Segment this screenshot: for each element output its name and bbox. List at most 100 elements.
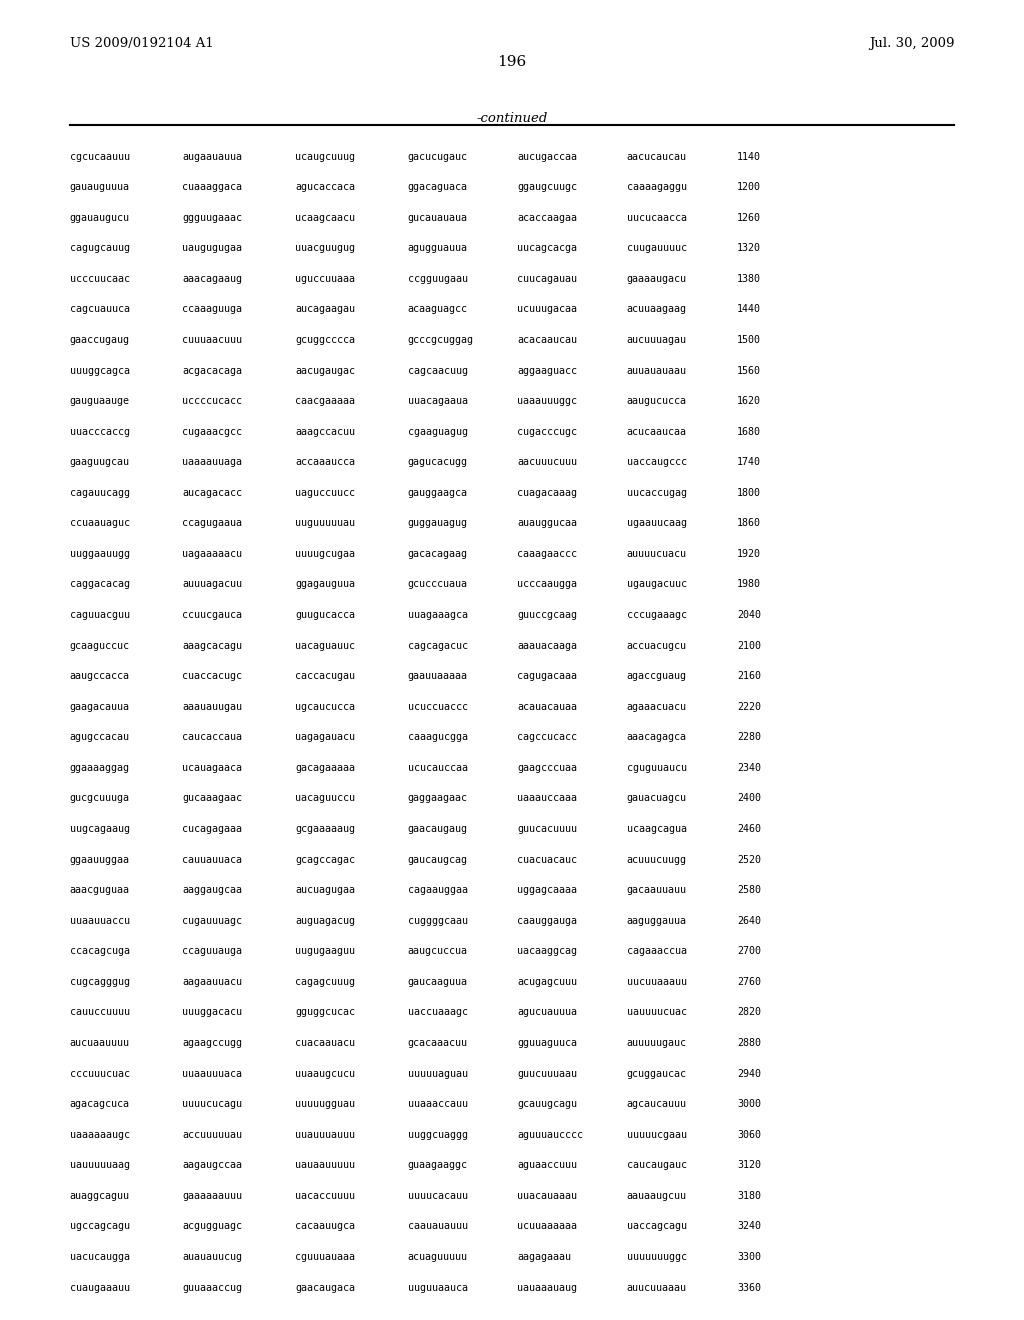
Text: acgugguagc: acgugguagc [182, 1221, 243, 1232]
Text: uacaccuuuu: uacaccuuuu [295, 1191, 355, 1201]
Text: cuagacaaag: cuagacaaag [517, 488, 578, 498]
Text: agucuauuua: agucuauuua [517, 1007, 578, 1018]
Text: gauauguuua: gauauguuua [70, 182, 130, 193]
Text: guuaaaccug: guuaaaccug [182, 1283, 243, 1292]
Text: gcauugcagu: gcauugcagu [517, 1100, 578, 1109]
Text: guuccgcaag: guuccgcaag [517, 610, 578, 620]
Text: 2520: 2520 [737, 854, 761, 865]
Text: aacuuucuuu: aacuuucuuu [517, 457, 578, 467]
Text: aucagacacc: aucagacacc [182, 488, 243, 498]
Text: ggaauuggaa: ggaauuggaa [70, 854, 130, 865]
Text: auauggucaa: auauggucaa [517, 519, 578, 528]
Text: 2220: 2220 [737, 702, 761, 711]
Text: uaaauccaaa: uaaauccaaa [517, 793, 578, 804]
Text: US 2009/0192104 A1: US 2009/0192104 A1 [70, 37, 213, 50]
Text: gcccgcuggag: gcccgcuggag [408, 335, 473, 345]
Text: uugcagaaug: uugcagaaug [70, 824, 130, 834]
Text: uuaauuuaca: uuaauuuaca [182, 1069, 243, 1078]
Text: gguuaguuca: gguuaguuca [517, 1038, 578, 1048]
Text: aaauauugau: aaauauugau [182, 702, 243, 711]
Text: cgcucaauuu: cgcucaauuu [70, 152, 130, 161]
Text: aucuagugaa: aucuagugaa [295, 886, 355, 895]
Text: cagaauggaa: cagaauggaa [408, 886, 468, 895]
Text: aaacagagca: aaacagagca [627, 733, 687, 742]
Text: aaacagaaug: aaacagaaug [182, 273, 243, 284]
Text: 1320: 1320 [737, 243, 761, 253]
Text: cuaccacugc: cuaccacugc [182, 671, 243, 681]
Text: uuuucacauu: uuuucacauu [408, 1191, 468, 1201]
Text: ggaugcuugc: ggaugcuugc [517, 182, 578, 193]
Text: 1860: 1860 [737, 519, 761, 528]
Text: uacucaugga: uacucaugga [70, 1251, 130, 1262]
Text: guggauagug: guggauagug [408, 519, 468, 528]
Text: ucuuaaaaaa: ucuuaaaaaa [517, 1221, 578, 1232]
Text: uucucaacca: uucucaacca [627, 213, 687, 223]
Text: uuagaaagca: uuagaaagca [408, 610, 468, 620]
Text: uuacguugug: uuacguugug [295, 243, 355, 253]
Text: cuuuaacuuu: cuuuaacuuu [182, 335, 243, 345]
Text: gacucugauc: gacucugauc [408, 152, 468, 161]
Text: cugcagggug: cugcagggug [70, 977, 130, 987]
Text: cuugauuuuc: cuugauuuuc [627, 243, 687, 253]
Text: uuggcuaggg: uuggcuaggg [408, 1130, 468, 1139]
Text: 1980: 1980 [737, 579, 761, 590]
Text: uacaaggcag: uacaaggcag [517, 946, 578, 956]
Text: gcuggaucac: gcuggaucac [627, 1069, 687, 1078]
Text: 2820: 2820 [737, 1007, 761, 1018]
Text: gcucccuaua: gcucccuaua [408, 579, 468, 590]
Text: aaauacaaga: aaauacaaga [517, 640, 578, 651]
Text: 1200: 1200 [737, 182, 761, 193]
Text: auuuuugauc: auuuuugauc [627, 1038, 687, 1048]
Text: cagugacaaa: cagugacaaa [517, 671, 578, 681]
Text: auauauucug: auauauucug [182, 1251, 243, 1262]
Text: cagauucagg: cagauucagg [70, 488, 130, 498]
Text: cagcaacuug: cagcaacuug [408, 366, 468, 375]
Text: gauacuagcu: gauacuagcu [627, 793, 687, 804]
Text: acuuaagaag: acuuaagaag [627, 305, 687, 314]
Text: uauuuucuac: uauuuucuac [627, 1007, 687, 1018]
Text: uguccuuaaa: uguccuuaaa [295, 273, 355, 284]
Text: uuacagaaua: uuacagaaua [408, 396, 468, 407]
Text: guucuuuaau: guucuuuaau [517, 1069, 578, 1078]
Text: 1500: 1500 [737, 335, 761, 345]
Text: guucacuuuu: guucacuuuu [517, 824, 578, 834]
Text: 3300: 3300 [737, 1251, 761, 1262]
Text: aacucaucau: aacucaucau [627, 152, 687, 161]
Text: uuuuucgaau: uuuuucgaau [627, 1130, 687, 1139]
Text: acaaguagcc: acaaguagcc [408, 305, 468, 314]
Text: caggacacag: caggacacag [70, 579, 130, 590]
Text: cagcagacuc: cagcagacuc [408, 640, 468, 651]
Text: ucccuucaac: ucccuucaac [70, 273, 130, 284]
Text: 2640: 2640 [737, 916, 761, 925]
Text: cuaugaaauu: cuaugaaauu [70, 1283, 130, 1292]
Text: gacacagaag: gacacagaag [408, 549, 468, 558]
Text: ugccagcagu: ugccagcagu [70, 1221, 130, 1232]
Text: ccacagcuga: ccacagcuga [70, 946, 130, 956]
Text: aauaaugcuu: aauaaugcuu [627, 1191, 687, 1201]
Text: gauguaauge: gauguaauge [70, 396, 130, 407]
Text: ucuccuaccc: ucuccuaccc [408, 702, 468, 711]
Text: uuggaauugg: uuggaauugg [70, 549, 130, 558]
Text: cagagcuuug: cagagcuuug [295, 977, 355, 987]
Text: agaagccugg: agaagccugg [182, 1038, 243, 1048]
Text: uuguuaauca: uuguuaauca [408, 1283, 468, 1292]
Text: uucaccugag: uucaccugag [627, 488, 687, 498]
Text: uuacccaccg: uuacccaccg [70, 426, 130, 437]
Text: aacugaugac: aacugaugac [295, 366, 355, 375]
Text: cccugaaagc: cccugaaagc [627, 610, 687, 620]
Text: gagucacugg: gagucacugg [408, 457, 468, 467]
Text: aaagcacagu: aaagcacagu [182, 640, 243, 651]
Text: 1560: 1560 [737, 366, 761, 375]
Text: 2280: 2280 [737, 733, 761, 742]
Text: uaaaaaaugc: uaaaaaaugc [70, 1130, 130, 1139]
Text: ggauaugucu: ggauaugucu [70, 213, 130, 223]
Text: cugaaacgcc: cugaaacgcc [182, 426, 243, 437]
Text: caaagucgga: caaagucgga [408, 733, 468, 742]
Text: aaugucucca: aaugucucca [627, 396, 687, 407]
Text: uaccagcagu: uaccagcagu [627, 1221, 687, 1232]
Text: gaucaugcag: gaucaugcag [408, 854, 468, 865]
Text: aagaugccaa: aagaugccaa [182, 1160, 243, 1171]
Text: uggagcaaaa: uggagcaaaa [517, 886, 578, 895]
Text: acuuucuugg: acuuucuugg [627, 854, 687, 865]
Text: cuacuacauc: cuacuacauc [517, 854, 578, 865]
